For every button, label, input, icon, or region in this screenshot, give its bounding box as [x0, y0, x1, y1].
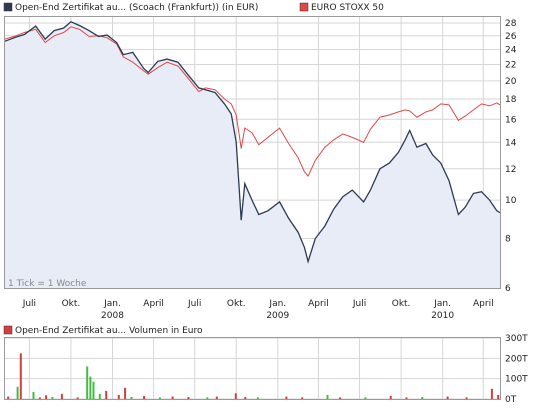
volume-bar — [16, 386, 19, 399]
x-tick-year-label: 2009 — [266, 311, 289, 321]
volume-bar — [51, 397, 54, 399]
y-tick-label: 6 — [505, 284, 511, 294]
series-area-main — [5, 21, 500, 289]
volume-bar — [171, 396, 174, 399]
volume-bar — [187, 397, 190, 399]
volume-bar — [105, 390, 108, 399]
y-tick-label: 12 — [505, 165, 516, 175]
volume-y-tick-label: 100T — [505, 375, 528, 385]
y-tick-label: 22 — [505, 61, 516, 71]
volume-bar — [92, 381, 95, 399]
y-tick-label: 14 — [505, 138, 517, 148]
volume-bar — [244, 397, 247, 399]
main-plot-frame — [4, 16, 501, 289]
volume-y-ticks: 0T 100T 200T 300T — [505, 334, 528, 405]
x-tick-label: Juli — [352, 299, 366, 309]
legend-label-main: Open-End Zertifikat au... (Scoach (Frank… — [15, 3, 258, 13]
volume-bar — [76, 397, 79, 399]
volume-bar — [130, 397, 133, 399]
main-legend: Open-End Zertifikat au... (Scoach (Frank… — [3, 2, 384, 13]
volume-bar — [124, 387, 127, 399]
y-tick-label: 16 — [505, 115, 517, 125]
y-tick-label: 18 — [505, 95, 517, 105]
volume-y-tick-label: 0T — [505, 395, 517, 405]
legend-swatch-volume — [3, 325, 13, 335]
x-tick-label: Okt. — [62, 299, 81, 309]
main-plot: 1 Tick = 1 Woche 6810121416182022242628 … — [4, 16, 517, 321]
volume-bar — [465, 397, 468, 399]
volume-bar — [117, 394, 120, 399]
volume-y-tick-label: 300T — [505, 334, 528, 344]
volume-bar — [497, 394, 500, 399]
x-tick-label: Okt. — [392, 299, 411, 309]
legend-label-volume: Open-End Zertifikat au... Volumen in Eur… — [15, 326, 203, 336]
x-tick-label: Juli — [22, 299, 36, 309]
volume-plot: 0T 100T 200T 300T — [4, 334, 528, 405]
volume-bar — [234, 393, 237, 399]
volume-bar — [86, 366, 89, 399]
volume-bar — [285, 396, 288, 399]
volume-bar — [7, 396, 10, 399]
volume-bar — [446, 396, 449, 399]
main-y-ticks: 6 8 10 12 14 16 18 20 22 24 26 28 — [505, 19, 517, 294]
x-tick-label: Jan. — [268, 299, 286, 309]
x-tick-label: April — [473, 299, 494, 309]
volume-bar — [38, 397, 41, 399]
volume-bar — [19, 353, 22, 400]
x-tick-year-label: 2010 — [431, 311, 454, 321]
volume-bar — [206, 397, 209, 399]
x-tick-year-label: 2008 — [101, 311, 124, 321]
volume-plot-frame — [4, 337, 501, 400]
x-tick-label: Jan. — [103, 299, 121, 309]
volume-bar — [32, 391, 35, 399]
y-tick-label: 20 — [505, 77, 517, 87]
y-tick-label: 8 — [505, 235, 511, 245]
x-tick-label: Okt. — [227, 299, 246, 309]
legend-swatch-main — [3, 2, 13, 12]
x-tick-label: April — [143, 299, 164, 309]
volume-legend: Open-End Zertifikat au... Volumen in Eur… — [3, 325, 203, 336]
volume-bar — [89, 376, 92, 399]
x-tick-label: Juli — [187, 299, 201, 309]
y-tick-label: 26 — [505, 32, 517, 42]
volume-bars — [7, 353, 500, 400]
volume-bar — [490, 388, 493, 399]
volume-bar — [326, 394, 329, 399]
volume-y-tick-label: 200T — [505, 354, 528, 364]
legend-label-index: EURO STOXX 50 — [311, 3, 384, 13]
volume-bar — [339, 397, 342, 399]
volume-bar — [60, 393, 63, 399]
volume-bar — [143, 395, 146, 399]
volume-bar — [301, 397, 304, 399]
volume-bar — [421, 397, 424, 399]
volume-bar — [389, 395, 392, 399]
volume-bar — [256, 397, 259, 399]
series-line-main — [4, 21, 501, 264]
main-x-ticks: Juli Okt. Jan. 2008 April Juli Okt. Jan. 2009 Apr… — [22, 299, 494, 321]
volume-bar — [98, 393, 101, 399]
tick-annotation: 1 Tick = 1 Woche — [8, 279, 87, 289]
y-tick-label: 10 — [505, 196, 517, 206]
volume-bar — [45, 395, 48, 399]
y-tick-label: 24 — [505, 46, 517, 56]
volume-bar — [215, 396, 218, 399]
volume-bar — [158, 397, 161, 399]
x-tick-label: Jan. — [433, 299, 451, 309]
y-tick-label: 28 — [505, 19, 517, 29]
legend-swatch-index — [299, 2, 309, 12]
x-tick-label: April — [308, 299, 329, 309]
volume-bar — [405, 397, 408, 399]
volume-bar — [364, 397, 367, 399]
